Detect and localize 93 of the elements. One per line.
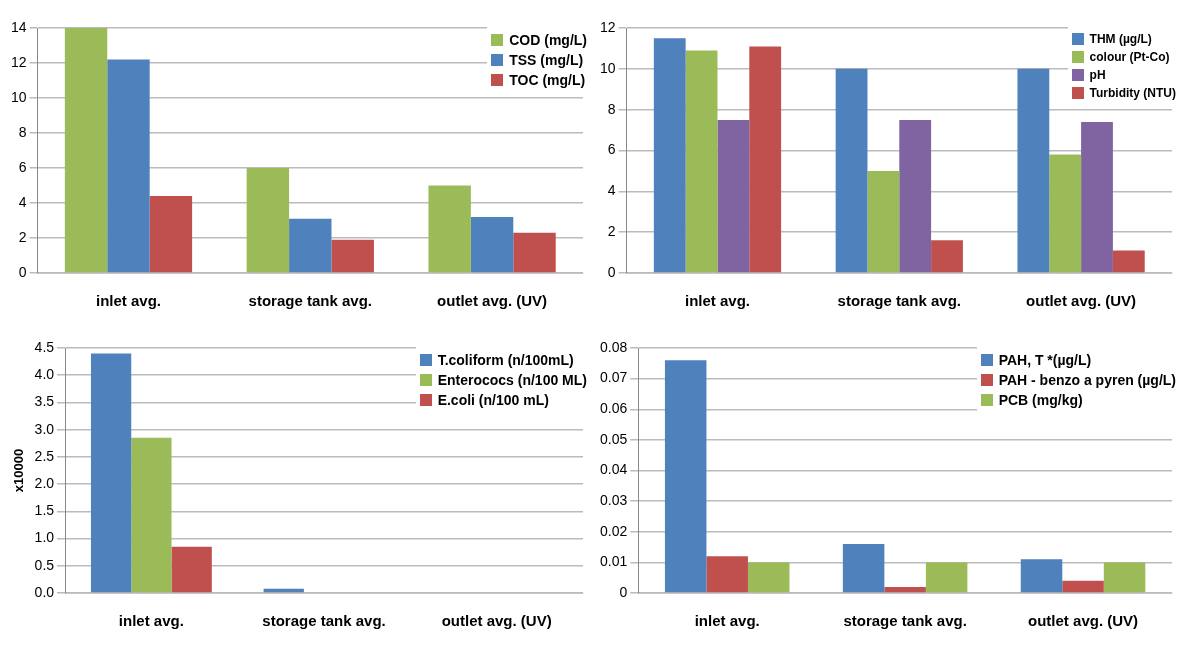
y-tick-label: 4 [18,193,27,210]
x-tick-label: inlet avg. [694,612,760,630]
legend-label: pH [1089,68,1106,82]
bar [470,217,514,273]
y-tick-label: 0.03 [600,491,628,508]
bar [1103,562,1146,593]
y-tick-label: 4 [607,182,616,199]
legend-label: PCB (mg/kg) [998,392,1083,408]
y-tick-label: 4.5 [34,338,55,355]
legend-label: TOC (mg/L) [509,72,586,88]
legend-label: TSS (mg/L) [509,52,584,68]
y-tick-label: 3.0 [34,420,55,437]
bar [664,360,707,593]
y-tick-label: 0 [607,263,616,280]
y-tick-label: 8 [607,100,616,117]
bar [149,196,193,273]
bar [685,50,718,273]
legend-label: PAH - benzo a pyren (µg/L) [998,372,1176,388]
legend-label: COD (mg/L) [509,32,587,48]
y-tick-label: 0.02 [600,522,628,539]
legend-label: colour (Pt-Co) [1089,50,1170,64]
y-axis-title: x10000 [11,448,27,493]
bar [428,185,471,273]
y-tick-label: 14 [10,18,27,35]
y-tick-label: 10 [599,59,616,76]
bar [835,68,868,273]
bar [867,170,900,273]
y-tick-label: 0 [619,583,628,600]
legend-label: PAH, T *(µg/L) [998,352,1092,368]
x-tick-label: inlet avg. [118,612,184,630]
y-tick-label: 6 [607,141,616,158]
y-tick-label: 0.0 [34,583,55,600]
y-tick-label: 6 [18,158,27,175]
y-tick-label: 0.07 [600,369,628,386]
bar [331,239,374,273]
bar [513,232,556,273]
bar [1112,250,1145,273]
bar [706,556,748,593]
bar [899,119,932,273]
bar [90,353,132,593]
bar [1017,68,1050,273]
x-tick-label: storage tank avg. [837,292,961,310]
y-tick-label: 0.04 [600,461,628,478]
bar [1081,121,1113,273]
legend-label: Turbidity (NTU) [1089,86,1176,100]
y-tick-label: 1.5 [34,502,55,519]
y-tick-label: 0.5 [34,556,55,573]
x-tick-label: storage tank avg. [262,612,386,630]
bar [107,59,150,273]
bar [171,546,212,593]
legend-label: THM (µg/L) [1089,32,1152,46]
bar [1062,580,1104,593]
y-tick-label: 2 [607,223,616,240]
bar [842,544,885,593]
y-tick-label: 8 [18,123,27,140]
bar [717,119,750,273]
x-tick-label: outlet avg. (UV) [441,612,552,630]
bar [246,168,290,273]
y-tick-label: 2.5 [34,447,55,464]
bar [653,38,686,273]
y-tick-label: 2.0 [34,474,55,491]
bar [884,586,926,593]
bar [747,562,790,593]
y-tick-label: 2 [18,228,27,245]
y-tick-label: 0 [18,263,27,280]
y-tick-label: 10 [10,88,27,105]
y-tick-label: 4.0 [34,366,55,383]
y-tick-label: 3.5 [34,393,55,410]
y-tick-label: 12 [599,18,616,35]
legend-label: T.coliform (n/100mL) [437,352,574,368]
y-tick-label: 0.05 [600,430,628,447]
y-tick-label: 0.08 [600,338,628,355]
x-tick-label: outlet avg. (UV) [1028,612,1139,630]
x-tick-label: outlet avg. (UV) [437,292,548,310]
x-tick-label: inlet avg. [684,292,750,310]
y-tick-label: 0.01 [600,553,628,570]
x-tick-label: storage tank avg. [843,612,967,630]
x-tick-label: outlet avg. (UV) [1026,292,1137,310]
y-tick-label: 1.0 [34,529,55,546]
bar [749,46,782,273]
x-tick-label: storage tank avg. [248,292,372,310]
bar [131,437,172,593]
y-tick-label: 12 [10,53,27,70]
bar [931,240,963,273]
legend-label: E.coli (n/100 mL) [437,392,549,408]
bar [1049,154,1082,273]
y-tick-label: 0.06 [600,400,628,417]
bar [1020,559,1063,593]
bar [925,562,968,593]
x-tick-label: inlet avg. [95,292,161,310]
legend-label: Enterococs (n/100 ML) [437,372,587,388]
bar [289,218,332,273]
bar [64,28,108,273]
